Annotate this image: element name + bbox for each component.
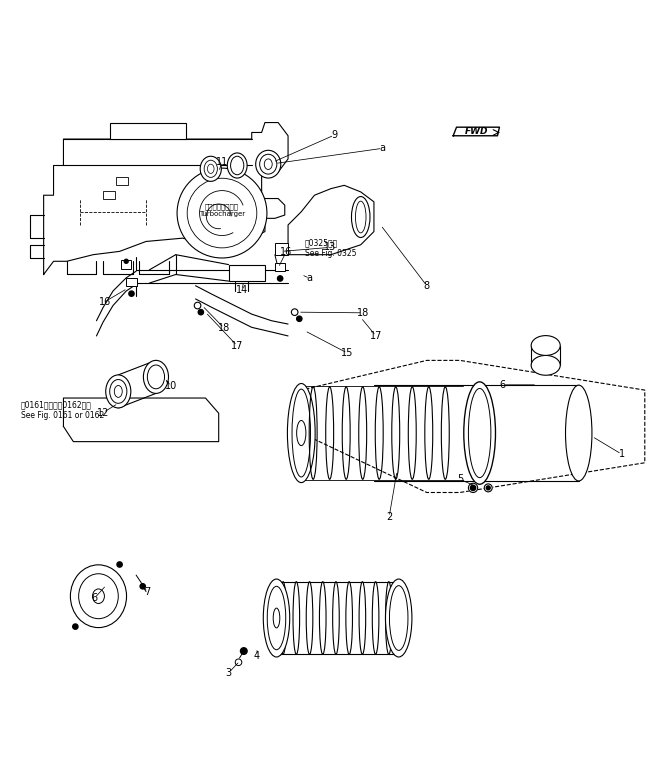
Circle shape [124,259,128,263]
Ellipse shape [256,150,281,178]
Bar [275,243,288,255]
Bar [117,177,128,186]
Ellipse shape [293,581,300,654]
Bar [103,191,115,199]
Ellipse shape [372,581,379,654]
Text: 6: 6 [500,380,506,390]
Text: 8: 8 [424,281,430,291]
Circle shape [117,562,122,567]
Circle shape [469,483,478,492]
Text: 4: 4 [254,650,260,660]
Text: a: a [379,143,385,153]
Text: a: a [307,274,313,284]
Text: 図0161または図0162参照
See Fig. 0161 or 0162: 図0161または図0162参照 See Fig. 0161 or 0162 [21,400,104,420]
Text: 図0325参照
See Fig. 0325: 図0325参照 See Fig. 0325 [305,239,356,258]
Text: 9: 9 [331,130,338,140]
Ellipse shape [307,581,313,654]
Bar [126,278,137,286]
Bar [228,265,265,281]
Text: 6: 6 [91,593,97,603]
Ellipse shape [177,168,267,258]
Polygon shape [44,123,288,275]
Text: 5: 5 [457,474,463,484]
Circle shape [235,659,242,666]
Ellipse shape [70,565,126,627]
Ellipse shape [359,581,365,654]
Ellipse shape [207,164,214,173]
Text: 17: 17 [370,331,382,341]
Circle shape [277,276,283,281]
Text: 7: 7 [144,588,150,597]
Text: 18: 18 [357,308,369,318]
Polygon shape [453,127,499,136]
Ellipse shape [280,581,287,654]
Text: 12: 12 [97,407,109,417]
Text: 15: 15 [342,348,354,358]
Polygon shape [64,398,218,442]
Ellipse shape [320,581,326,654]
Text: 2: 2 [386,512,393,522]
Circle shape [198,310,203,314]
Circle shape [487,486,490,490]
Text: 3: 3 [226,668,232,678]
Bar [275,262,285,271]
Text: 1: 1 [618,449,625,459]
Ellipse shape [464,382,495,484]
Ellipse shape [227,153,247,178]
Text: 14: 14 [236,285,248,295]
Text: ターボチャージャ
Turbocharger: ターボチャージャ Turbocharger [199,203,245,216]
Ellipse shape [352,196,370,238]
Text: 10: 10 [165,381,177,391]
Text: 13: 13 [324,242,336,252]
Ellipse shape [200,156,221,181]
Text: 18: 18 [218,323,230,333]
Circle shape [140,584,146,589]
Polygon shape [288,186,374,255]
Text: 16: 16 [99,297,111,307]
Bar [110,123,185,139]
Circle shape [485,484,492,492]
Ellipse shape [106,375,131,408]
Circle shape [291,309,298,315]
Ellipse shape [531,336,560,355]
Circle shape [194,302,201,309]
Text: FWD: FWD [465,127,488,137]
Bar [121,260,132,269]
Ellipse shape [385,581,392,654]
Circle shape [129,291,134,296]
Circle shape [297,316,302,321]
Ellipse shape [144,360,169,393]
Ellipse shape [385,579,412,657]
Circle shape [471,486,476,491]
Text: 11: 11 [216,156,228,166]
Circle shape [73,624,78,629]
Text: 16: 16 [280,247,292,257]
Ellipse shape [332,581,339,654]
Ellipse shape [565,385,592,481]
Text: 17: 17 [231,341,244,351]
Circle shape [240,648,247,654]
Ellipse shape [263,579,290,657]
Ellipse shape [287,384,315,482]
Ellipse shape [531,355,560,375]
Ellipse shape [346,581,352,654]
